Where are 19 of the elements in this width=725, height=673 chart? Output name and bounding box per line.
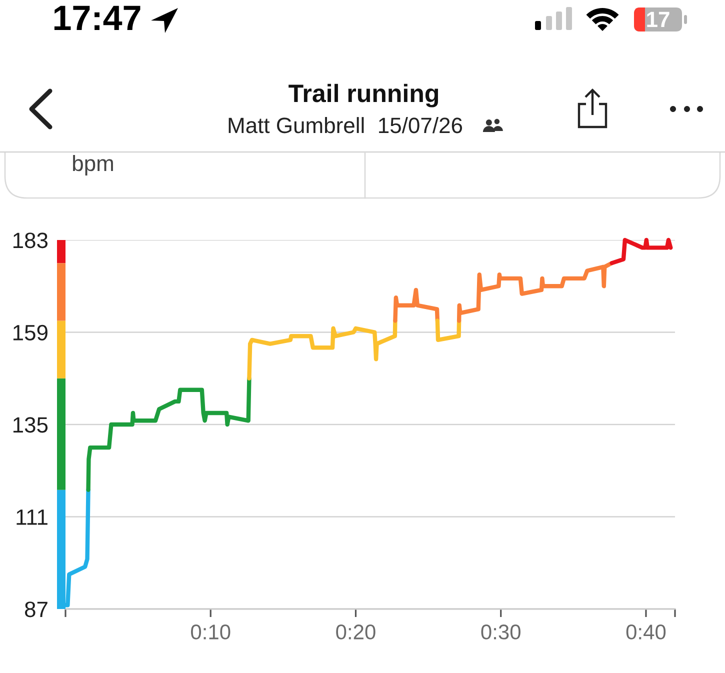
line-series <box>456 260 614 323</box>
line-series <box>393 288 440 323</box>
y-tick-label: 87 <box>24 602 48 618</box>
y-tick-label: 111 <box>16 510 48 525</box>
y-tick-label: 159 <box>13 324 48 340</box>
y-tick-label: 183 <box>13 232 48 248</box>
line-series <box>610 238 673 266</box>
line-series <box>247 318 398 380</box>
x-tick-label: 0:30 <box>481 624 520 640</box>
chart-subtitle: Matt Gumbrell 15/07/26 <box>228 117 462 134</box>
y-tick-label: 135 <box>13 417 48 433</box>
line-series <box>86 376 252 492</box>
x-tick-label: 0:40 <box>626 624 666 640</box>
x-tick-label: 0:20 <box>336 624 376 640</box>
text: bpm <box>73 155 113 176</box>
chart-title: Trail running <box>288 84 438 108</box>
text: 17 <box>647 12 670 27</box>
x-tick-label: 0:10 <box>191 624 230 640</box>
text: 17:47 <box>54 6 140 30</box>
